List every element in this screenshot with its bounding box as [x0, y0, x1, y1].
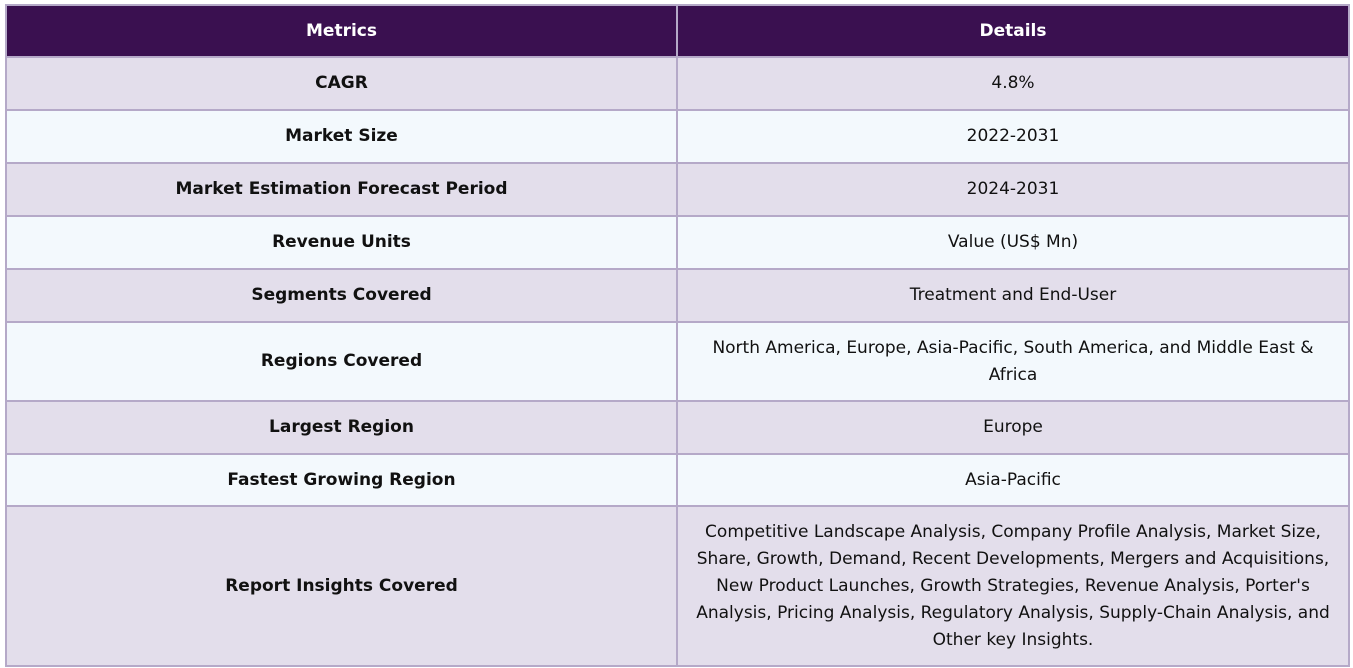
detail-cell: North America, Europe, Asia-Pacific, Sou… — [676, 321, 1350, 402]
table-row: Fastest Growing Region Asia-Pacific — [5, 453, 1350, 507]
metrics-table: Metrics Details CAGR 4.8% Market Size 20… — [5, 4, 1350, 667]
detail-cell: Europe — [676, 400, 1350, 455]
header-metrics: Metrics — [5, 4, 678, 58]
metric-cell: Market Estimation Forecast Period — [5, 162, 678, 217]
metric-cell: Report Insights Covered — [5, 505, 678, 667]
table-row: Largest Region Europe — [5, 400, 1350, 455]
detail-cell: 2024-2031 — [676, 162, 1350, 217]
metric-cell: Fastest Growing Region — [5, 453, 678, 507]
detail-cell: Treatment and End-User — [676, 268, 1350, 323]
table-row: Regions Covered North America, Europe, A… — [5, 321, 1350, 402]
metric-cell: Regions Covered — [5, 321, 678, 402]
metric-cell: Market Size — [5, 109, 678, 164]
table-row: Revenue Units Value (US$ Mn) — [5, 215, 1350, 270]
detail-cell: 2022-2031 — [676, 109, 1350, 164]
detail-cell: Asia-Pacific — [676, 453, 1350, 507]
table-row: Segments Covered Treatment and End-User — [5, 268, 1350, 323]
table-row: Market Size 2022-2031 — [5, 109, 1350, 164]
metric-cell: Segments Covered — [5, 268, 678, 323]
metric-cell: Revenue Units — [5, 215, 678, 270]
detail-cell: 4.8% — [676, 56, 1350, 111]
table-row: CAGR 4.8% — [5, 56, 1350, 111]
table-header-row: Metrics Details — [5, 4, 1350, 58]
table-row: Report Insights Covered Competitive Land… — [5, 505, 1350, 667]
metric-cell: Largest Region — [5, 400, 678, 455]
detail-cell: Value (US$ Mn) — [676, 215, 1350, 270]
metric-cell: CAGR — [5, 56, 678, 111]
detail-cell: Competitive Landscape Analysis, Company … — [676, 505, 1350, 667]
table-row: Market Estimation Forecast Period 2024-2… — [5, 162, 1350, 217]
header-details: Details — [676, 4, 1350, 58]
